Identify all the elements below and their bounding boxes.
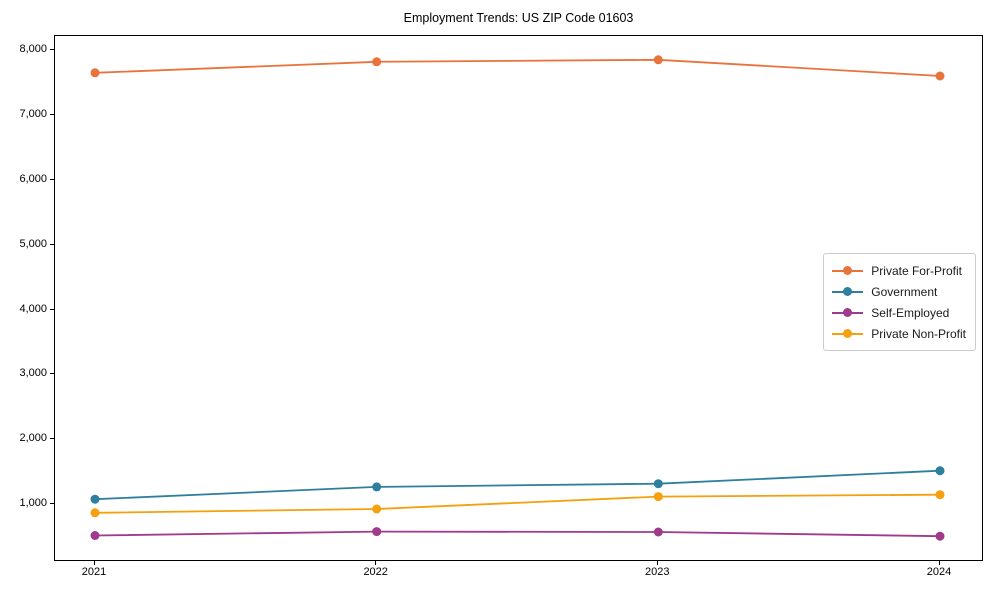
- line-plot: [90, 55, 945, 541]
- y-tick-mark: [50, 114, 54, 116]
- legend-marker-dot: [843, 266, 853, 275]
- data-point: [372, 527, 382, 537]
- y-tick-mark: [50, 178, 54, 180]
- x-tick-mark: [375, 561, 377, 565]
- data-point: [372, 57, 382, 67]
- y-tick-mark: [50, 308, 54, 310]
- data-point: [653, 492, 663, 502]
- plot-area: Private For-Profit Government Self-Employe…: [54, 35, 983, 561]
- data-point: [372, 504, 382, 514]
- data-point: [653, 527, 663, 537]
- legend-label: Private For-Profit: [871, 263, 962, 278]
- legend-item-private-for-profit: Private For-Profit: [832, 260, 966, 281]
- chart-title: Employment Trends: US ZIP Code 01603: [403, 11, 634, 25]
- legend-item-self-employed: Self-Employed: [832, 302, 966, 323]
- y-tick-label: 4,000: [19, 302, 47, 315]
- legend-line-marker-sample: [832, 329, 864, 338]
- legend: Private For-Profit Government Self-Employe…: [823, 253, 976, 351]
- series-line-private-for-profit: [94, 58, 941, 77]
- x-tick-label: 2022: [363, 566, 388, 578]
- data-point: [90, 68, 100, 78]
- legend-item-private-non-profit: Private Non-Profit: [832, 323, 966, 344]
- y-tick-label: 1,000: [19, 496, 47, 509]
- x-tick-mark: [93, 561, 95, 565]
- x-tick-mark: [656, 561, 658, 565]
- series-line-private-non-profit: [94, 493, 941, 514]
- y-tick-mark: [50, 373, 54, 375]
- y-tick-label: 7,000: [19, 108, 47, 121]
- y-tick-label: 8,000: [19, 43, 47, 56]
- y-tick-mark: [50, 243, 54, 245]
- x-tick-label: 2024: [926, 566, 952, 578]
- y-tick-mark: [50, 49, 54, 51]
- x-tick-label: 2023: [645, 566, 670, 578]
- legend-marker-dot: [843, 287, 853, 296]
- data-point: [90, 531, 100, 540]
- legend-line-marker-sample: [832, 266, 864, 275]
- data-point: [90, 508, 100, 518]
- series-line-self-employed: [94, 530, 941, 538]
- y-tick-label: 3,000: [19, 367, 47, 380]
- y-tick-label: 5,000: [19, 237, 47, 250]
- data-point: [372, 482, 382, 492]
- data-point: [935, 466, 945, 476]
- y-tick-mark: [50, 438, 54, 440]
- data-point: [935, 71, 945, 81]
- legend-line-marker-sample: [832, 287, 864, 296]
- y-tick-label: 6,000: [19, 172, 47, 185]
- y-tick-mark: [50, 502, 54, 504]
- legend-label: Self-Employed: [871, 305, 950, 320]
- legend-marker-dot: [843, 308, 853, 317]
- legend-item-government: Government: [832, 281, 966, 302]
- data-point: [935, 490, 945, 500]
- data-point: [653, 55, 663, 65]
- series-line-government: [94, 469, 941, 501]
- legend-marker-dot: [843, 329, 853, 338]
- data-point: [653, 479, 663, 489]
- y-tick-label: 2,000: [19, 432, 47, 445]
- x-tick-mark: [938, 561, 940, 565]
- x-tick-label: 2021: [81, 566, 107, 578]
- data-point: [90, 494, 100, 504]
- legend-label: Private Non-Profit: [871, 326, 966, 341]
- data-point: [935, 531, 945, 541]
- legend-line-marker-sample: [832, 308, 864, 317]
- legend-label: Government: [871, 284, 938, 299]
